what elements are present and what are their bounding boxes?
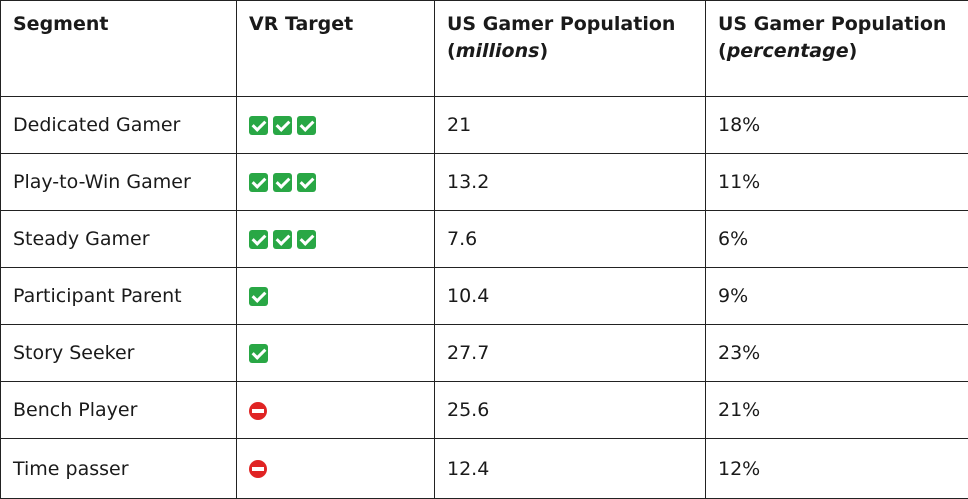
vr-target-cell [237,439,435,499]
no-entry-icon [249,460,267,478]
segment-cell: Play-to-Win Gamer [1,154,237,211]
segment-cell: Steady Gamer [1,211,237,268]
header-population-percentage-unit: (percentage) [718,38,956,65]
header-population-millions: US Gamer Population (millions) [435,1,706,97]
no-entry-icon [249,402,267,420]
segment-cell: Time passer [1,439,237,499]
population-percentage-cell: 9% [706,268,968,325]
segment-cell: Participant Parent [1,268,237,325]
segment-cell: Dedicated Gamer [1,97,237,154]
population-percentage-cell: 21% [706,382,968,439]
check-mark-button-icon [273,116,292,135]
population-millions-cell: 13.2 [435,154,706,211]
segment-cell: Story Seeker [1,325,237,382]
header-population-millions-unit: (millions) [447,38,693,65]
vr-target-cell [237,325,435,382]
header-population-percentage-title: US Gamer Population [718,11,956,38]
check-mark-button-icon [249,116,268,135]
check-mark-button-icon [273,230,292,249]
segment-cell: Bench Player [1,382,237,439]
check-mark-button-icon [297,116,316,135]
population-percentage-cell: 11% [706,154,968,211]
population-percentage-cell: 23% [706,325,968,382]
header-segment: Segment [1,1,237,97]
vr-target-cell [237,211,435,268]
vr-target-cell [237,268,435,325]
population-millions-cell: 27.7 [435,325,706,382]
check-mark-button-icon [249,173,268,192]
vr-target-cell [237,154,435,211]
population-millions-cell: 7.6 [435,211,706,268]
population-millions-cell: 25.6 [435,382,706,439]
vr-target-cell [237,97,435,154]
header-population-millions-title: US Gamer Population [447,11,693,38]
population-millions-cell: 21 [435,97,706,154]
vr-target-cell [237,382,435,439]
check-mark-button-icon [297,230,316,249]
check-mark-button-icon [249,287,268,306]
check-mark-button-icon [297,173,316,192]
check-mark-button-icon [249,230,268,249]
check-mark-button-icon [249,344,268,363]
population-millions-cell: 12.4 [435,439,706,499]
header-row: Segment VR Target US Gamer Population (m… [1,1,968,97]
header-vr-target: VR Target [237,1,435,97]
population-percentage-cell: 6% [706,211,968,268]
header-population-percentage: US Gamer Population (percentage) [706,1,968,97]
population-percentage-cell: 12% [706,439,968,499]
population-percentage-cell: 18% [706,97,968,154]
population-millions-cell: 10.4 [435,268,706,325]
check-mark-button-icon [273,173,292,192]
